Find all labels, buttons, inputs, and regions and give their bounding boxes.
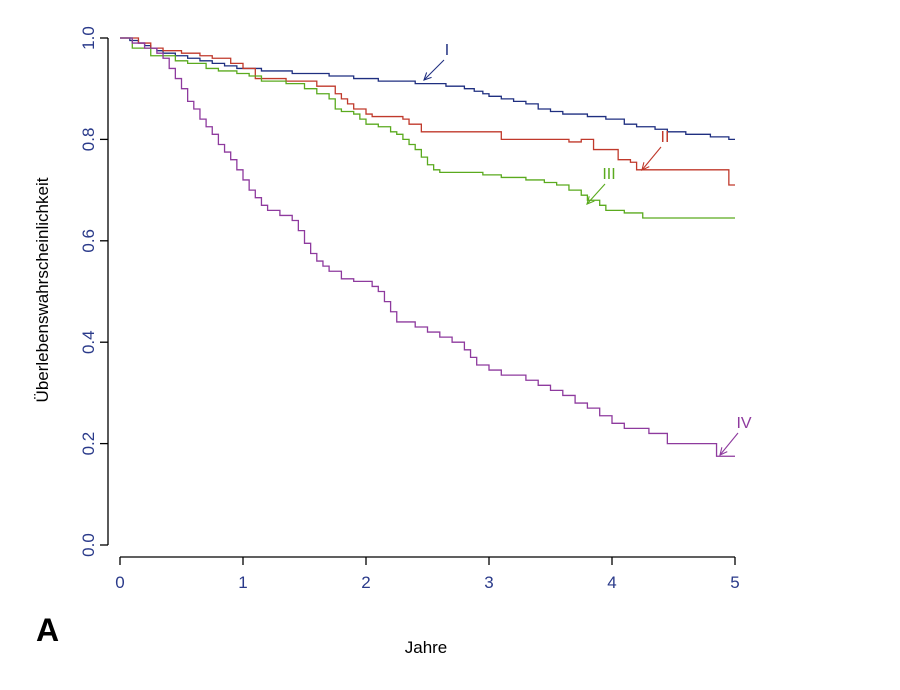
y-tick-label: 0.0	[79, 533, 98, 557]
series-arrowhead-i	[423, 72, 432, 81]
series-arrow-ii	[641, 146, 662, 171]
y-axis-title: Überlebenswahrscheinlichkeit	[33, 177, 52, 402]
series-label-iii: III	[602, 166, 615, 183]
y-tick-label: 0.4	[79, 330, 98, 354]
series-arrowhead-iii	[586, 196, 595, 205]
series-line-i	[120, 37, 735, 141]
series-line-iv	[120, 37, 735, 457]
series-line-iii	[120, 37, 735, 219]
x-tick-label: 1	[238, 573, 247, 592]
series-label-iv: IV	[736, 415, 751, 432]
series-arrow-iv	[719, 432, 739, 456]
x-axis-title: Jahre	[405, 638, 448, 657]
x-tick-label: 5	[730, 573, 739, 592]
y-tick-label: 0.6	[79, 229, 98, 253]
y-tick-label: 0.8	[79, 128, 98, 152]
series-arrowhead-ii	[641, 162, 650, 171]
series-layer	[120, 37, 735, 457]
series-arrowhead-iv	[719, 447, 728, 456]
x-tick-label: 2	[361, 573, 370, 592]
series-arrow-iii	[586, 183, 606, 205]
y-tick-label: 0.2	[79, 432, 98, 456]
axes: 0 1 2 3 4 5 0.0 0.2 0.4 0.6 0.8 1.0	[79, 26, 740, 592]
series-label-ii: II	[661, 129, 670, 146]
series-label-i: I	[445, 42, 449, 59]
series-line-ii	[120, 37, 735, 186]
x-tick-label: 4	[607, 573, 616, 592]
x-tick-label: 3	[484, 573, 493, 592]
x-tick-label: 0	[115, 573, 124, 592]
panel-label: A	[36, 612, 60, 648]
series-arrow-i	[423, 59, 445, 81]
y-tick-label: 1.0	[79, 26, 98, 50]
